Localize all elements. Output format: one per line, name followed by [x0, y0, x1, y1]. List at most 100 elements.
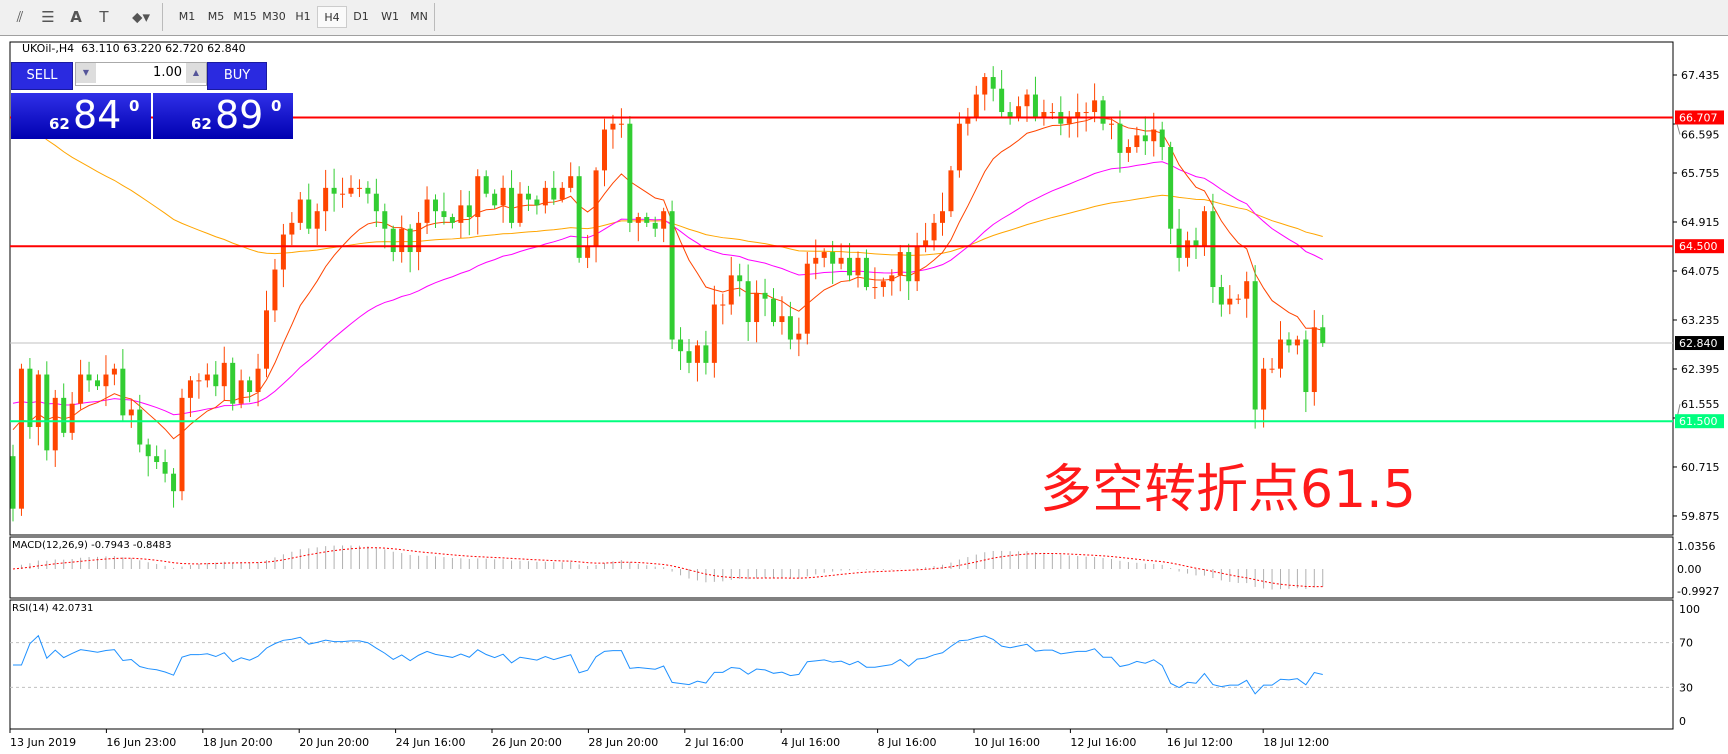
level-tag: [1675, 414, 1724, 429]
timeframe-d1[interactable]: D1: [353, 10, 369, 23]
time-label: 28 Jun 20:00: [588, 736, 658, 749]
candle-body: [78, 374, 84, 404]
candle-body: [771, 298, 776, 323]
candle: [720, 293, 726, 325]
candle: [1007, 102, 1013, 125]
candle: [111, 363, 117, 386]
candle-body: [1117, 123, 1123, 153]
candle: [1193, 227, 1199, 260]
candle: [602, 118, 607, 187]
candle-body: [120, 368, 126, 416]
candle: [1075, 93, 1081, 138]
timeframe-mn[interactable]: MN: [410, 10, 428, 23]
candle-body: [1049, 112, 1055, 114]
candle: [373, 178, 379, 228]
candle: [973, 85, 979, 122]
sell-button[interactable]: SELL: [11, 62, 73, 90]
text-icon[interactable]: A: [70, 8, 82, 26]
candle: [863, 249, 869, 291]
candle-body: [1066, 117, 1072, 124]
periods-icon[interactable]: ☰: [41, 8, 55, 26]
level-tag: [1675, 110, 1724, 125]
timeframe-m15[interactable]: M15: [233, 10, 257, 23]
candle-body: [458, 205, 464, 223]
candle: [762, 278, 768, 317]
candle: [678, 327, 684, 370]
candle: [1032, 76, 1038, 122]
candle: [35, 370, 41, 446]
candle-body: [948, 170, 954, 212]
candle: [1252, 265, 1258, 429]
lot-input[interactable]: 1.00: [153, 65, 182, 80]
text-label-icon[interactable]: T: [99, 8, 109, 26]
candle: [1201, 206, 1207, 256]
candle: [1151, 112, 1157, 157]
arrows-icon[interactable]: ⬥▾: [131, 8, 151, 26]
price-tick-connector: [1676, 123, 1681, 135]
candle: [914, 232, 920, 292]
candle-body: [441, 211, 447, 218]
price-tick-label: 62.395: [1681, 363, 1720, 376]
price-tick-label: 63.235: [1681, 314, 1720, 327]
macd-tick-label: 1.0356: [1677, 540, 1716, 553]
price-tick-label: 65.755: [1681, 167, 1720, 180]
candle-body: [111, 368, 117, 375]
candle-body: [1100, 100, 1106, 124]
buy-price-button[interactable]: 62 89 0: [153, 93, 293, 139]
candle-body: [390, 228, 396, 253]
price-tick-label: 60.715: [1681, 461, 1720, 474]
main-chart-frame: [9, 41, 1674, 536]
time-label: 13 Jun 2019: [10, 736, 76, 749]
sell-price-pip: 0: [129, 97, 140, 115]
candle: [703, 330, 709, 375]
buy-button[interactable]: BUY: [207, 62, 267, 90]
timeframe-w1[interactable]: W1: [381, 10, 399, 23]
timeframe-m1[interactable]: M1: [178, 10, 196, 23]
candle: [1311, 310, 1317, 406]
candle: [1041, 99, 1047, 126]
candle-body: [306, 199, 312, 229]
candle-body: [1278, 339, 1283, 369]
candle: [694, 340, 700, 382]
candle-body: [154, 456, 160, 463]
candle-body: [821, 252, 827, 258]
candle: [1159, 121, 1165, 161]
candle-body: [652, 222, 658, 229]
candle-body: [1007, 112, 1013, 118]
macd-signal-line: [12, 547, 1323, 588]
candle: [948, 165, 954, 217]
candle: [965, 107, 971, 136]
indicators-icon[interactable]: ⫽: [16, 8, 24, 26]
candle: [796, 317, 802, 357]
timeframe-m30[interactable]: M30: [262, 10, 286, 23]
candle: [787, 301, 793, 350]
candle: [1066, 110, 1072, 138]
timeframe-h1[interactable]: H1: [295, 10, 311, 23]
candle-body: [1151, 129, 1157, 142]
sell-price-button[interactable]: 62 84 0: [11, 93, 151, 139]
timeframe-h4[interactable]: H4: [317, 6, 347, 28]
candle-body: [872, 287, 878, 289]
level-tag-label: 61.500: [1679, 415, 1718, 428]
candle-body: [804, 263, 810, 334]
candle-body: [483, 176, 489, 194]
one-click-trading-panel: SELL ▼ 1.00 ▲ BUY 62 84 0 62 89 0: [11, 62, 297, 139]
candle-body: [990, 77, 996, 89]
candle: [897, 245, 903, 292]
candle-body: [1261, 368, 1267, 410]
candle-body: [1159, 129, 1165, 148]
lot-decrease-button[interactable]: ▼: [76, 63, 96, 83]
candle-body: [863, 257, 869, 288]
candle: [1176, 208, 1182, 272]
timeframe-m5[interactable]: M5: [207, 10, 225, 23]
candle: [923, 222, 929, 253]
candle-body: [27, 368, 33, 428]
candle-body: [678, 339, 684, 352]
candle-body: [280, 234, 286, 270]
candle: [1058, 96, 1064, 136]
chart-canvas[interactable]: 67.435 66.595 65.755 64.915 64.075 63.235 62.3…: [0, 35, 1728, 754]
candle-body: [69, 403, 75, 433]
time-label: 12 Jul 16:00: [1070, 736, 1136, 749]
lot-increase-button[interactable]: ▲: [186, 63, 206, 83]
candle-body: [754, 292, 760, 323]
